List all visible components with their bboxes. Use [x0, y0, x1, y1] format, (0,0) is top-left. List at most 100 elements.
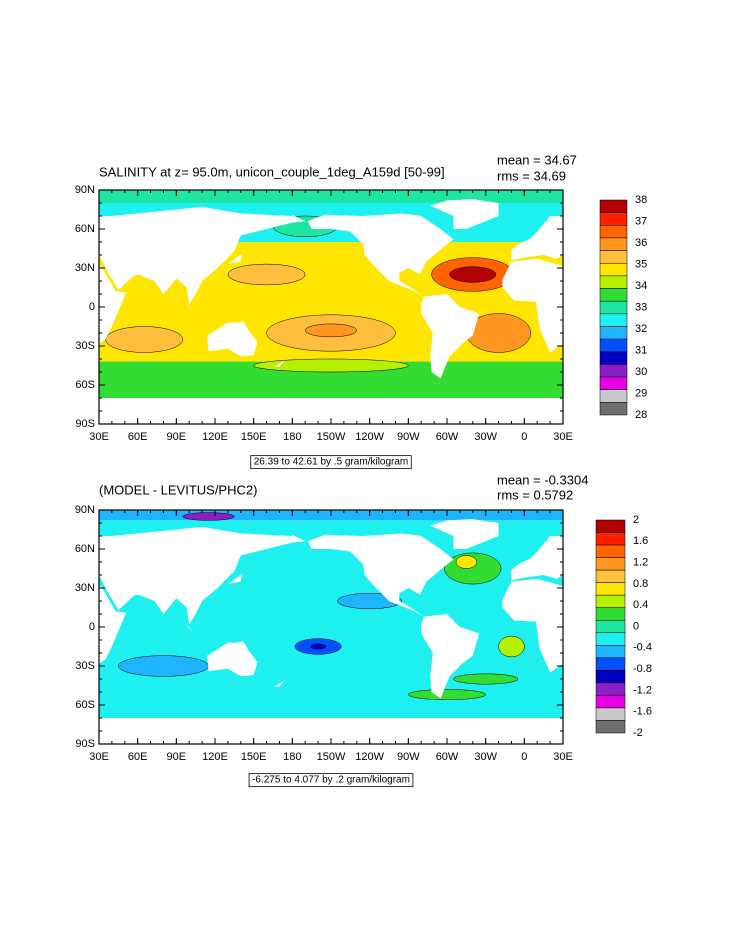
colorbar-box: [599, 338, 628, 353]
colorbar-label: -0.4: [633, 642, 652, 654]
x-tick-label: 120E: [202, 431, 228, 443]
ocean-feature: [449, 266, 497, 283]
info-label: 26.39 to 42.61 by .5 gram/kilogram: [254, 457, 409, 468]
colorbar-box: [595, 645, 626, 659]
colorbar-label: 1.6: [633, 535, 648, 547]
x-tick-label: 120W: [355, 751, 384, 763]
colorbar-label: 38: [635, 194, 647, 206]
land: [307, 213, 454, 297]
colorbar-box: [595, 720, 626, 734]
colorbar-box: [595, 632, 626, 646]
x-tick-label: 30W: [474, 751, 497, 763]
mean-stat: mean = 34.67: [497, 152, 577, 167]
x-tick-label: 0: [521, 431, 527, 443]
x-tick-label: 180: [283, 751, 301, 763]
land: [307, 533, 454, 617]
colorbar-box: [595, 519, 626, 533]
land: [292, 534, 306, 543]
colorbar-label: 35: [635, 258, 647, 270]
colorbar-box: [599, 275, 628, 289]
land: [421, 614, 480, 699]
x-tick-label: 120W: [355, 431, 384, 443]
colorbar-label: 34: [635, 280, 647, 292]
colorbar-label: 31: [635, 344, 647, 356]
y-tick-label: 90N: [75, 504, 95, 516]
colorbar-label: 29: [635, 387, 647, 399]
colorbar-box: [599, 225, 628, 239]
y-tick-label: 30S: [75, 660, 95, 672]
ocean-feature: [408, 689, 486, 701]
x-tick-label: 30E: [553, 431, 573, 443]
colorbar-box: [599, 351, 628, 365]
x-tick-label: 90W: [397, 431, 420, 443]
colorbar-label: 2: [633, 514, 639, 526]
colorbar-box: [599, 288, 628, 302]
ocean-feature: [453, 673, 519, 685]
land: [430, 519, 499, 549]
colorbar-box: [595, 544, 626, 558]
colorbar-label: -2: [633, 727, 643, 739]
colorbar-label: -1.6: [633, 706, 652, 718]
colorbar-box: [599, 237, 628, 251]
land: [502, 258, 563, 353]
x-tick-label: 0: [521, 751, 527, 763]
x-tick-label: 30E: [89, 751, 109, 763]
land: [227, 253, 243, 265]
colorbar-label: 0.4: [633, 599, 648, 611]
y-tick-label: 90S: [75, 738, 95, 750]
colorbar-box: [595, 682, 626, 696]
colorbar-box: [599, 250, 628, 264]
colorbar-box: [599, 199, 628, 213]
land: [99, 265, 127, 344]
colorbar-box: [595, 695, 626, 709]
ocean-feature: [253, 358, 409, 373]
y-tick-label: 30S: [75, 340, 95, 352]
colorbar-label: 0: [633, 620, 639, 632]
y-tick-label: 60N: [75, 543, 95, 555]
x-tick-label: 60W: [436, 751, 459, 763]
land: [274, 360, 285, 367]
ocean-feature: [310, 643, 327, 650]
y-tick-label: 30N: [75, 262, 95, 274]
colorbar-label: 30: [635, 366, 647, 378]
x-tick-label: 30E: [553, 751, 573, 763]
x-tick-label: 120E: [202, 751, 228, 763]
x-tick-label: 60E: [128, 751, 148, 763]
land: [511, 216, 563, 261]
colorbar-label: 33: [635, 301, 647, 313]
x-tick-label: 150E: [241, 751, 267, 763]
colorbar-box: [599, 389, 628, 403]
land: [99, 206, 293, 305]
y-tick-label: 90S: [75, 418, 95, 430]
colorbar-label: 32: [635, 323, 647, 335]
y-tick-label: 30N: [75, 582, 95, 594]
land: [292, 214, 306, 223]
rms-stat: rms = 0.5792: [497, 487, 573, 502]
ocean-feature: [498, 635, 525, 658]
ocean-feature: [182, 512, 235, 521]
colorbar-box: [595, 657, 626, 671]
x-tick-label: 180: [283, 431, 301, 443]
x-tick-label: 150E: [241, 431, 267, 443]
colorbar-label: 37: [635, 215, 647, 227]
colorbar-box: [595, 707, 626, 721]
info-label: -6.275 to 4.077 by .2 gram/kilogram: [252, 775, 410, 786]
colorbar-box: [595, 619, 626, 634]
x-tick-label: 60W: [436, 431, 459, 443]
y-tick-label: 60S: [75, 379, 95, 391]
ocean-feature: [105, 326, 184, 353]
colorbar-box: [595, 557, 626, 571]
y-tick-label: 90N: [75, 184, 95, 196]
colorbar-box: [595, 594, 626, 608]
colorbar-label: 0.8: [633, 578, 648, 590]
colorbar-label: 36: [635, 237, 647, 249]
colorbar-box: [599, 212, 628, 226]
colorbar-label: 1.2: [633, 557, 648, 569]
colorbar-label: -0.8: [633, 663, 652, 675]
x-tick-label: 60E: [128, 431, 148, 443]
land: [227, 573, 243, 585]
rms-stat: rms = 34.69: [497, 168, 566, 183]
x-tick-label: 30W: [474, 431, 497, 443]
